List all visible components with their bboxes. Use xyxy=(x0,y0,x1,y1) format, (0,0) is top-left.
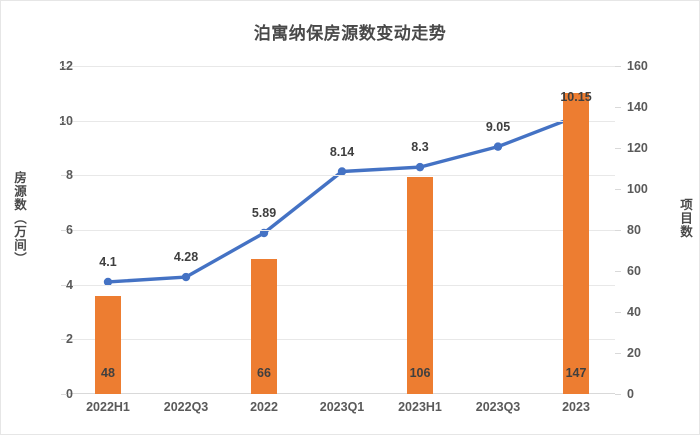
y-axis-right-tick-label: 0 xyxy=(627,387,634,401)
x-axis-tick-label: 2023H1 xyxy=(398,400,442,414)
y-axis-right-tick-mark xyxy=(615,353,621,354)
y-axis-right-tick-label: 40 xyxy=(627,305,641,319)
line-marker-2022Q3 xyxy=(181,272,191,282)
line-value-label: 4.28 xyxy=(173,250,199,264)
y-axis-left-tick-mark xyxy=(61,66,67,67)
y-axis-right-tick-mark xyxy=(615,107,621,108)
bar-value-label: 147 xyxy=(565,366,587,380)
y-axis-right-title: 项目数 xyxy=(678,197,692,238)
y-axis-right-tick-label: 20 xyxy=(627,346,641,360)
y-axis-left-tick-label: 8 xyxy=(66,168,73,183)
plot-area xyxy=(69,66,615,394)
line-value-label: 8.3 xyxy=(411,140,429,155)
y-axis-left-tick-label: 4 xyxy=(66,277,73,292)
line-value-label: 9.05 xyxy=(485,119,511,134)
y-axis-right-tick-label: 100 xyxy=(627,182,648,196)
y-axis-right-tick-label: 160 xyxy=(627,59,648,73)
line-marker-2023Q3 xyxy=(493,142,503,151)
line-value-label: 4.1 xyxy=(99,254,117,269)
gridline xyxy=(69,339,615,341)
y-axis-left-tick-mark xyxy=(61,230,67,231)
bar-2022 xyxy=(251,258,277,394)
y-axis-right-tick-label: 120 xyxy=(627,141,648,155)
bar-value-label: 66 xyxy=(257,366,271,380)
bar-value-label: 48 xyxy=(101,366,115,380)
y-axis-right-tick-label: 140 xyxy=(627,100,648,114)
line-value-label: 8.14 xyxy=(329,144,355,159)
y-axis-right-tick-mark xyxy=(615,148,621,149)
gridline xyxy=(69,230,615,231)
y-axis-left-tick-mark xyxy=(61,394,67,395)
y-axis-right-tick-mark xyxy=(615,66,621,67)
x-axis-tick-label: 2023 xyxy=(562,400,590,414)
x-axis-tick-label: 2022H1 xyxy=(86,400,130,414)
y-axis-left-tick-mark xyxy=(61,339,67,341)
x-axis-tick-label: 2023Q1 xyxy=(319,400,365,414)
line-marker-2022H1 xyxy=(103,277,113,287)
y-axis-right-tick-label: 80 xyxy=(627,223,641,237)
line-value-label: 5.89 xyxy=(251,206,277,220)
line-value-label: 10.15 xyxy=(560,89,592,104)
x-axis-tick-label: 2022Q3 xyxy=(163,400,209,414)
y-axis-right-tick-mark xyxy=(615,394,621,395)
gridline xyxy=(69,284,615,286)
x-axis-tick-label: 2022 xyxy=(250,400,278,414)
x-axis-tick-label: 2023Q3 xyxy=(475,400,521,414)
y-axis-left-tick-label: 0 xyxy=(66,387,73,401)
chart-title: 泊寓纳保房源数变动走势 xyxy=(253,24,447,43)
y-axis-left-tick-label: 2 xyxy=(66,332,73,347)
y-axis-right-tick-mark xyxy=(615,230,621,231)
bar-2023 xyxy=(563,92,589,394)
line-marker-2023Q1 xyxy=(337,167,347,176)
y-axis-left-tick-mark xyxy=(61,175,67,177)
y-axis-left-title: 房源数（万间） xyxy=(12,170,26,265)
y-axis-right-tick-mark xyxy=(615,271,621,272)
y-axis-left-tick-label: 6 xyxy=(66,223,73,237)
y-axis-left-tick-mark xyxy=(61,120,67,122)
bar-2023H1 xyxy=(407,176,433,394)
gridline xyxy=(69,66,615,67)
y-axis-right-tick-mark xyxy=(615,312,621,313)
gridline xyxy=(69,175,615,177)
line-marker-2023H1 xyxy=(415,162,425,172)
y-axis-right-tick-label: 60 xyxy=(627,264,641,278)
y-axis-left-tick-mark xyxy=(61,284,67,286)
gridline xyxy=(69,120,615,122)
y-axis-right-tick-mark xyxy=(615,189,621,190)
bar-2022H1 xyxy=(95,295,121,394)
bar-value-label: 106 xyxy=(409,366,431,380)
x-axis-baseline xyxy=(69,393,615,394)
